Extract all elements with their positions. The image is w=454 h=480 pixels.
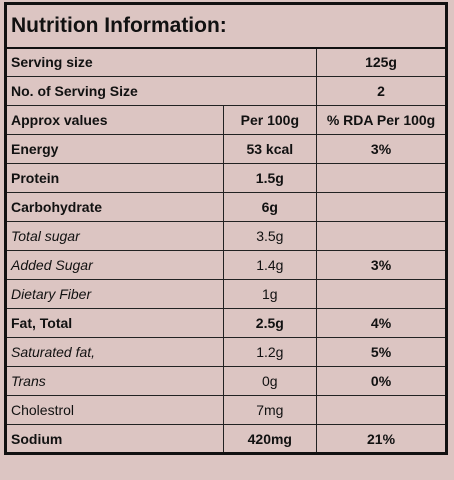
nutrient: Sodium [5, 424, 224, 454]
per-100g: 420mg [222, 424, 318, 454]
nutrient: Fat, Total [5, 308, 224, 338]
per-100g: 1.5g [222, 163, 318, 193]
label: No. of Serving Size [4, 76, 318, 106]
header-cell: Per 100g [222, 105, 318, 135]
value: 2 [316, 76, 447, 106]
nutrient: Total sugar [5, 221, 224, 251]
rda [316, 163, 447, 193]
title-row: Nutrition Information: [5, 3, 447, 49]
per-100g: 1.2g [222, 337, 318, 367]
rda [316, 395, 447, 425]
per-100g: 7mg [222, 395, 318, 425]
nutrient: Energy [5, 134, 224, 164]
nutrient: Added Sugar [5, 250, 224, 280]
label: Serving size [4, 47, 318, 77]
rda: 3% [316, 250, 447, 280]
nutrient: Protein [5, 163, 224, 193]
rda [316, 279, 447, 309]
per-100g: 3.5g [222, 221, 318, 251]
nutrient: Carbohydrate [5, 192, 224, 222]
rda: 5% [316, 337, 447, 367]
rda [316, 192, 447, 222]
per-100g: 1g [222, 279, 318, 309]
rda: 21% [316, 424, 447, 454]
per-100g: 53 kcal [222, 134, 318, 164]
per-100g: 0g [222, 366, 318, 396]
title: Nutrition Information: [5, 3, 447, 49]
rda: 0% [316, 366, 447, 396]
nutrient: Trans [5, 366, 224, 396]
nutrition-table: Nutrition Information: Serving size 125g … [4, 2, 448, 455]
per-100g: 1.4g [222, 250, 318, 280]
rda [316, 221, 447, 251]
nutrient: Cholestrol [5, 395, 224, 425]
header-cell: % RDA Per 100g [316, 105, 447, 135]
per-100g: 2.5g [222, 308, 318, 338]
rda: 4% [316, 308, 447, 338]
value: 125g [316, 47, 447, 77]
header-cell: Approx values [5, 105, 224, 135]
rda: 3% [316, 134, 447, 164]
nutrient: Saturated fat, [5, 337, 224, 367]
per-100g: 6g [222, 192, 318, 222]
nutrient: Dietary Fiber [5, 279, 224, 309]
